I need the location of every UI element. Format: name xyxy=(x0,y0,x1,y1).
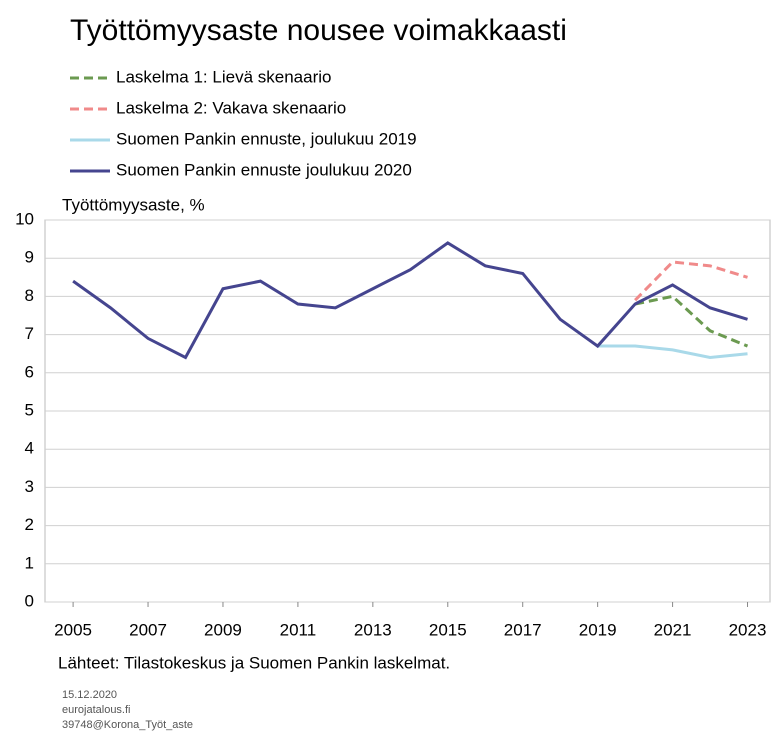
x-tick-label: 2009 xyxy=(204,620,242,639)
source: Lähteet: Tilastokeskus ja Suomen Pankin … xyxy=(58,653,450,672)
y-tick-label: 4 xyxy=(25,439,34,458)
chart-title: Työttömyysaste nousee voimakkaasti xyxy=(70,14,567,47)
y-tick-label: 9 xyxy=(25,248,34,267)
x-tick-label: 2005 xyxy=(54,620,92,639)
x-tick-label: 2023 xyxy=(729,620,767,639)
y-tick-label: 6 xyxy=(25,362,34,381)
series-line xyxy=(634,294,749,348)
x-tick-label: 2007 xyxy=(129,620,167,639)
legend-label: Suomen Pankin ennuste, joulukuu 2019 xyxy=(116,129,417,148)
footnote: 39748@Korona_Työt_aste xyxy=(62,719,193,731)
y-tick-label: 1 xyxy=(25,553,34,572)
y-tick-label: 10 xyxy=(15,209,34,228)
series-line xyxy=(634,260,748,302)
y-tick-label: 5 xyxy=(25,400,34,419)
y-axis-label: Työttömyysaste, % xyxy=(62,195,205,214)
x-tick-label: 2013 xyxy=(354,620,392,639)
x-tick-label: 2019 xyxy=(579,620,617,639)
x-tick-label: 2017 xyxy=(504,620,542,639)
y-tick-label: 3 xyxy=(25,477,34,496)
legend-label: Laskelma 1: Lievä skenaario xyxy=(116,67,331,86)
y-tick-label: 0 xyxy=(25,591,34,610)
legend-label: Laskelma 2: Vakava skenaario xyxy=(116,98,346,117)
y-tick-label: 8 xyxy=(25,286,34,305)
y-tick-label: 2 xyxy=(25,515,34,534)
legend-label: Suomen Pankin ennuste joulukuu 2020 xyxy=(116,160,412,179)
footnote: eurojatalous.fi xyxy=(62,704,131,716)
x-tick-label: 2011 xyxy=(280,620,317,639)
x-tick-label: 2015 xyxy=(429,620,467,639)
x-tick-label: 2021 xyxy=(654,620,692,639)
footnote: 15.12.2020 xyxy=(62,689,117,701)
series-line xyxy=(72,241,748,360)
series-line xyxy=(597,344,748,360)
y-tick-label: 7 xyxy=(25,324,34,343)
